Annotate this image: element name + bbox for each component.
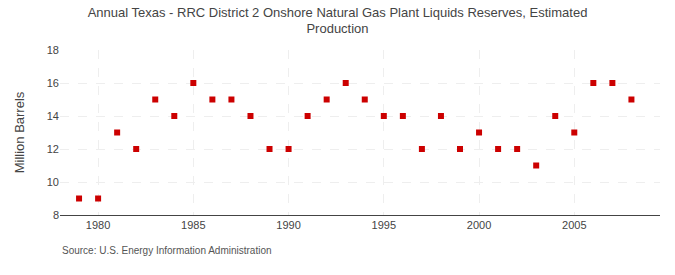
svg-text:Million Barrels: Million Barrels [12,91,27,173]
svg-text:18: 18 [47,44,59,56]
svg-text:1980: 1980 [86,219,110,231]
svg-text:Source: U.S. Energy Informatio: Source: U.S. Energy Information Administ… [62,245,272,256]
svg-text:10: 10 [47,176,59,188]
svg-text:14: 14 [47,110,59,122]
svg-text:1995: 1995 [372,219,396,231]
svg-text:2000: 2000 [467,219,491,231]
svg-text:Annual Texas - RRC District 2: Annual Texas - RRC District 2 Onshore Na… [88,5,588,37]
svg-text:12: 12 [47,143,59,155]
svg-text:2005: 2005 [562,219,586,231]
svg-text:1985: 1985 [181,219,205,231]
svg-text:8: 8 [53,209,59,221]
svg-text:1990: 1990 [276,219,300,231]
svg-text:16: 16 [47,77,59,89]
